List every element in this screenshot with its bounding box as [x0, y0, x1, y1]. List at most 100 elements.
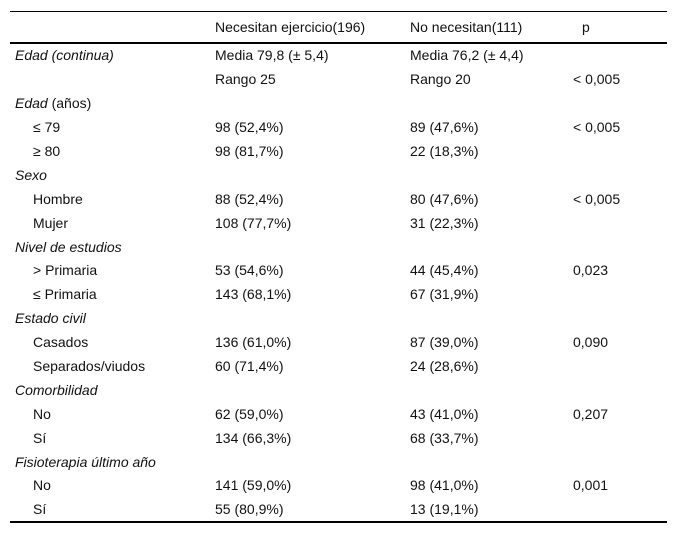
- cell-p-value: 0,023: [573, 262, 609, 279]
- row-label-cell: Sexo: [10, 163, 215, 187]
- cell-group-necesitan: 136 (61,0%): [215, 334, 292, 351]
- table-body: Edad (continua) Media 79,8 (± 5,4) Media…: [10, 43, 667, 523]
- cell-group-necesitan: 88 (52,4%): [215, 190, 284, 207]
- table-row: > Primaria 53 (54,6%) 44 (45,4%) 0,023: [10, 259, 667, 283]
- cell-group-necesitan: 60 (71,4%): [215, 358, 284, 375]
- row-label-cell: Hombre: [10, 187, 215, 211]
- cell-p-value: [573, 211, 667, 235]
- row-label: ≥ 80: [33, 143, 61, 159]
- cell-group-no-necesitan: 87 (39,0%): [410, 334, 479, 351]
- cell-group-no-necesitan: [410, 306, 573, 330]
- header-group-no-necesitan: No necesitan(111): [410, 18, 523, 35]
- table-row: No 62 (59,0%) 43 (41,0%) 0,207: [10, 402, 667, 426]
- cell-group-necesitan: 143 (68,1%): [215, 286, 292, 303]
- table-row: Sí 55 (80,9%) 13 (19,1%): [10, 497, 667, 522]
- table-row: Separados/viudos 60 (71,4%) 24 (28,6%): [10, 354, 667, 378]
- cell-group-necesitan: 62 (59,0%): [215, 405, 284, 422]
- table-row: Edad (años): [10, 91, 667, 115]
- row-label-cell: Mujer: [10, 211, 215, 235]
- cell-group-no-necesitan: [410, 91, 573, 115]
- cell-group-no-necesitan: 43 (41,0%): [410, 405, 479, 422]
- cell-p-value: [573, 163, 667, 187]
- cell-group-necesitan: 141 (59,0%): [215, 477, 292, 494]
- row-label: Mujer: [33, 214, 69, 231]
- cell-group-necesitan: [215, 450, 410, 474]
- row-label: Edad (continua): [15, 47, 114, 64]
- cell-p-value: [573, 282, 667, 306]
- table-row: ≥ 80 98 (81,7%) 22 (18,3%): [10, 139, 667, 163]
- cell-p-value: 0,207: [573, 405, 609, 422]
- row-label-cell: [10, 67, 215, 91]
- cell-group-necesitan: [215, 163, 410, 187]
- cell-p-value: [573, 354, 667, 378]
- table-row: No 141 (59,0%) 98 (41,0%) 0,001: [10, 474, 667, 498]
- cell-group-no-necesitan: 13 (19,1%): [410, 501, 479, 518]
- statistics-table: Necesitan ejercicio(196) No necesitan(11…: [10, 11, 667, 524]
- cell-group-no-necesitan: 80 (47,6%): [410, 190, 479, 207]
- cell-group-necesitan: 108 (77,7%): [215, 214, 292, 231]
- cell-group-necesitan: [215, 378, 410, 402]
- cell-group-necesitan: 98 (52,4%): [215, 119, 284, 136]
- cell-group-no-necesitan: 44 (45,4%): [410, 262, 479, 279]
- row-label: Estado civil: [15, 310, 86, 327]
- row-label-cell: No: [10, 474, 215, 498]
- table-row: Nivel de estudios: [10, 235, 667, 259]
- row-label: Hombre: [33, 190, 83, 207]
- cell-group-no-necesitan: 68 (33,7%): [410, 429, 479, 446]
- cell-p-value: 0,090: [573, 334, 609, 351]
- cell-group-no-necesitan: [410, 163, 573, 187]
- row-label: Edad: [15, 95, 48, 112]
- row-label: Sí: [33, 501, 47, 518]
- row-label-cell: ≤ Primaria: [10, 282, 215, 306]
- row-label: Fisioterapia último año: [15, 453, 156, 470]
- table-row: ≤ 79 98 (52,4%) 89 (47,6%) < 0,005: [10, 115, 667, 139]
- row-label-cell: Estado civil: [10, 306, 215, 330]
- cell-p-value: < 0,005: [573, 119, 621, 136]
- table-row: Sexo: [10, 163, 667, 187]
- cell-group-necesitan: [215, 306, 410, 330]
- row-label-cell: Sí: [10, 497, 215, 522]
- cell-p-value: [573, 378, 667, 402]
- cell-p-value: < 0,005: [573, 71, 621, 88]
- cell-p-value: [573, 450, 667, 474]
- cell-p-value: [573, 497, 667, 522]
- cell-group-necesitan: 98 (81,7%): [215, 143, 284, 159]
- cell-p-value: [573, 43, 667, 68]
- header-row: Necesitan ejercicio(196) No necesitan(11…: [10, 12, 667, 43]
- row-label: Casados: [33, 334, 89, 351]
- cell-p-value: [573, 91, 667, 115]
- cell-group-no-necesitan: 67 (31,9%): [410, 286, 479, 303]
- row-label-cell: Nivel de estudios: [10, 235, 215, 259]
- cell-group-no-necesitan: Rango 20: [410, 71, 471, 88]
- row-label-cell: Separados/viudos: [10, 354, 215, 378]
- table-row: Sí 134 (66,3%) 68 (33,7%): [10, 426, 667, 450]
- cell-group-no-necesitan: 98 (41,0%): [410, 477, 479, 494]
- header-group-necesitan: Necesitan ejercicio(196): [215, 18, 366, 35]
- row-label-cell: Comorbilidad: [10, 378, 215, 402]
- table-row: Comorbilidad: [10, 378, 667, 402]
- row-label-cell: Fisioterapia último año: [10, 450, 215, 474]
- cell-group-no-necesitan: [410, 378, 573, 402]
- cell-p-value: [573, 235, 667, 259]
- cell-group-no-necesitan: 24 (28,6%): [410, 358, 479, 375]
- cell-group-no-necesitan: 31 (22,3%): [410, 214, 479, 231]
- cell-group-necesitan: 55 (80,9%): [215, 501, 284, 518]
- row-label: No: [33, 405, 51, 422]
- row-label-cell: > Primaria: [10, 259, 215, 283]
- row-label-cell: Sí: [10, 426, 215, 450]
- table-row: Fisioterapia último año: [10, 450, 667, 474]
- cell-p-value: 0,001: [573, 477, 609, 494]
- table-row: Casados 136 (61,0%) 87 (39,0%) 0,090: [10, 330, 667, 354]
- header-variable: [10, 12, 215, 43]
- row-label: ≤ Primaria: [33, 286, 97, 303]
- cell-group-no-necesitan: 22 (18,3%): [410, 143, 479, 159]
- cell-group-necesitan: Rango 25: [215, 71, 276, 88]
- cell-p-value: < 0,005: [573, 190, 621, 207]
- cell-group-necesitan: [215, 235, 410, 259]
- row-label-cell: Edad (continua): [10, 43, 215, 68]
- header-p-value: p: [582, 18, 590, 35]
- row-label: No: [33, 477, 51, 494]
- cell-group-no-necesitan: Media 76,2 (± 4,4): [410, 47, 524, 64]
- row-label: ≤ 79: [33, 119, 61, 136]
